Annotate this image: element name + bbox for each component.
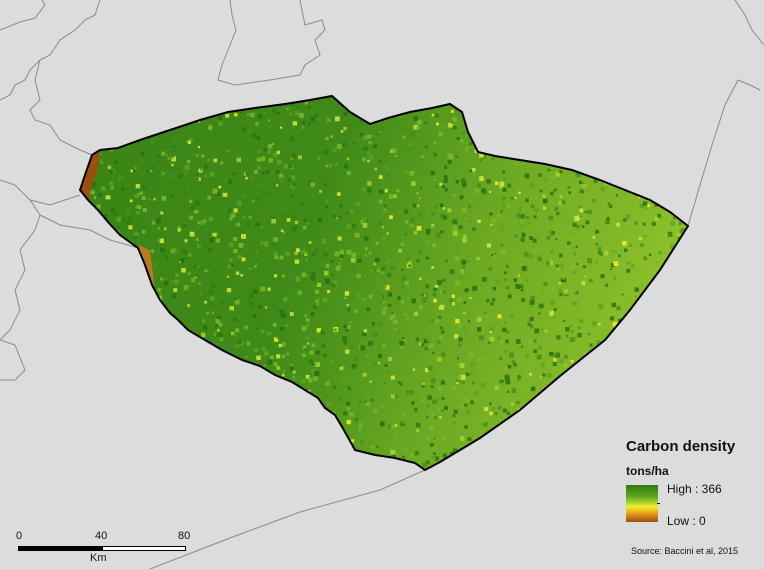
scale-segment-black <box>18 546 102 551</box>
region-outline <box>78 94 690 472</box>
legend-low-label: Low : 0 <box>667 514 706 528</box>
legend-ramp-tick <box>657 503 660 504</box>
legend-unit: tons/ha <box>626 464 669 478</box>
legend-color-ramp <box>626 485 658 522</box>
scale-unit-label: Km <box>90 552 107 564</box>
legend-high-label: High : 366 <box>667 482 722 496</box>
legend-title: Carbon density <box>626 438 736 455</box>
source-credit: Source: Baccini et al, 2015 <box>631 546 739 556</box>
scale-bar: 0 40 80 Km <box>16 530 190 564</box>
scale-tick-0: 0 <box>16 530 23 542</box>
scale-segment-white <box>102 546 186 551</box>
scale-tick-40: 40 <box>95 530 108 542</box>
scale-tick-80: 80 <box>178 530 191 542</box>
